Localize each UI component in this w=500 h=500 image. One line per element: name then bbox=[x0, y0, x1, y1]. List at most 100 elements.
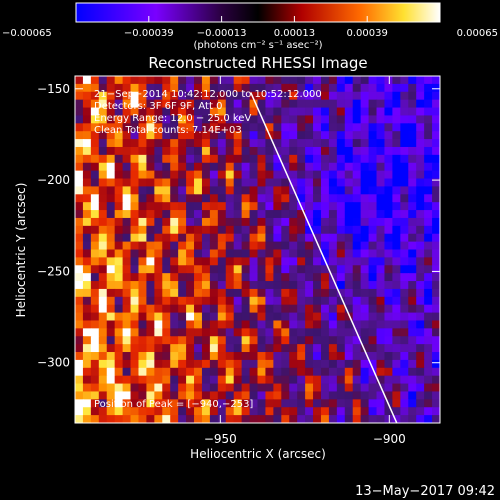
heatmap-cell bbox=[305, 320, 314, 329]
heatmap-cell bbox=[90, 296, 100, 306]
heatmap-cell bbox=[154, 83, 163, 93]
heatmap-cell bbox=[106, 288, 116, 298]
colorbar: −0.00065 −0.00039 −0.00013 0.00013 0.00039 0.… bbox=[2, 2, 498, 51]
heatmap-cell bbox=[170, 281, 179, 290]
heatmap-cell bbox=[320, 186, 330, 195]
heatmap-cell bbox=[257, 383, 267, 393]
heatmap-cell bbox=[233, 383, 243, 393]
heatmap-cell bbox=[178, 178, 187, 188]
heatmap-cell bbox=[424, 154, 433, 164]
heatmap-cell bbox=[75, 344, 84, 353]
heatmap-cell bbox=[320, 344, 330, 353]
heatmap-cell bbox=[75, 217, 84, 227]
heatmap-cell bbox=[241, 123, 251, 132]
heatmap-cell bbox=[392, 241, 401, 251]
heatmap-cell bbox=[384, 304, 393, 314]
heatmap-cell bbox=[82, 178, 92, 188]
heatmap-cell bbox=[194, 178, 203, 188]
heatmap-cell bbox=[352, 359, 362, 369]
heatmap-cell bbox=[320, 225, 330, 235]
heatmap-cell bbox=[170, 249, 179, 258]
heatmap-cell bbox=[106, 415, 116, 423]
heatmap-cell bbox=[344, 399, 354, 408]
heatmap-cell bbox=[297, 312, 306, 322]
heatmap-cell bbox=[138, 194, 148, 203]
heatmap-cell bbox=[98, 233, 108, 243]
heatmap-cell bbox=[328, 154, 338, 164]
heatmap-cell bbox=[233, 241, 243, 251]
heatmap-cell bbox=[320, 399, 330, 408]
heatmap-cell bbox=[106, 352, 116, 361]
heatmap-cell bbox=[122, 344, 132, 353]
heatmap-cell bbox=[241, 415, 251, 423]
heatmap-cell bbox=[297, 194, 306, 203]
heatmap-cell bbox=[217, 249, 227, 258]
heatmap-cell bbox=[416, 194, 425, 203]
heatmap-cell bbox=[376, 107, 386, 117]
heatmap-cell bbox=[138, 162, 148, 172]
heatmap-cell bbox=[313, 233, 322, 243]
heatmap-cell bbox=[249, 328, 259, 337]
heatmap-cell bbox=[217, 336, 227, 345]
heatmap-cell bbox=[106, 257, 116, 266]
heatmap-cell bbox=[289, 320, 298, 329]
heatmap-cell bbox=[146, 115, 155, 124]
heatmap-cell bbox=[98, 328, 108, 337]
heatmap-cell bbox=[289, 241, 298, 251]
heatmap-cell bbox=[336, 288, 346, 298]
heatmap-cell bbox=[217, 83, 227, 93]
heatmap-cell bbox=[344, 123, 354, 132]
heatmap-cell bbox=[75, 367, 84, 377]
heatmap-cell bbox=[170, 304, 179, 314]
heatmap-cell bbox=[320, 194, 330, 203]
heatmap-cell bbox=[217, 170, 227, 180]
heatmap-cell bbox=[289, 249, 298, 258]
heatmap-cell bbox=[305, 131, 314, 140]
heatmap-cell bbox=[416, 210, 425, 219]
heatmap-cell bbox=[194, 99, 203, 109]
heatmap-cell bbox=[336, 210, 346, 219]
heatmap-cell bbox=[106, 99, 116, 109]
heatmap-cell bbox=[344, 265, 354, 274]
heatmap-cell bbox=[352, 91, 362, 101]
heatmap-cell bbox=[328, 312, 338, 322]
heatmap-cell bbox=[170, 367, 179, 377]
heatmap-cell bbox=[328, 225, 338, 235]
heatmap-cell bbox=[368, 288, 378, 298]
heatmap-cell bbox=[82, 146, 92, 156]
heatmap-cell bbox=[194, 320, 203, 329]
heatmap-cell bbox=[138, 91, 148, 101]
heatmap-cell bbox=[186, 210, 195, 219]
heatmap-cell bbox=[225, 91, 235, 101]
heatmap-cell bbox=[352, 202, 362, 211]
heatmap-cell bbox=[146, 131, 155, 140]
heatmap-cell bbox=[265, 83, 274, 93]
heatmap-cell bbox=[170, 115, 179, 124]
heatmap-cell bbox=[281, 391, 290, 400]
heatmap-cell bbox=[249, 194, 259, 203]
heatmap-cell bbox=[90, 202, 100, 211]
heatmap-cell bbox=[106, 186, 116, 195]
heatmap-cell bbox=[376, 139, 386, 148]
heatmap-cell bbox=[146, 186, 155, 195]
heatmap-cell bbox=[201, 83, 211, 93]
heatmap-cell bbox=[384, 375, 393, 385]
heatmap-cell bbox=[328, 210, 338, 219]
x-axis-label: Heliocentric X (arcsec) bbox=[190, 447, 326, 461]
heatmap-cell bbox=[384, 194, 393, 203]
heatmap-cell bbox=[146, 273, 155, 282]
heatmap-cell bbox=[305, 139, 314, 148]
heatmap-cell bbox=[225, 257, 235, 266]
heatmap-cell bbox=[352, 320, 362, 329]
heatmap-cell bbox=[225, 352, 235, 361]
heatmap-cell bbox=[82, 328, 92, 337]
heatmap-cell bbox=[82, 139, 92, 148]
heatmap-cell bbox=[313, 328, 322, 337]
heatmap-cell bbox=[114, 76, 124, 85]
heatmap-cell bbox=[305, 76, 314, 85]
heatmap-cell bbox=[82, 296, 92, 306]
heatmap-cell bbox=[209, 273, 219, 282]
heatmap-cell bbox=[75, 123, 84, 132]
heatmap-cell bbox=[186, 217, 195, 227]
heatmap-cell bbox=[344, 375, 354, 385]
